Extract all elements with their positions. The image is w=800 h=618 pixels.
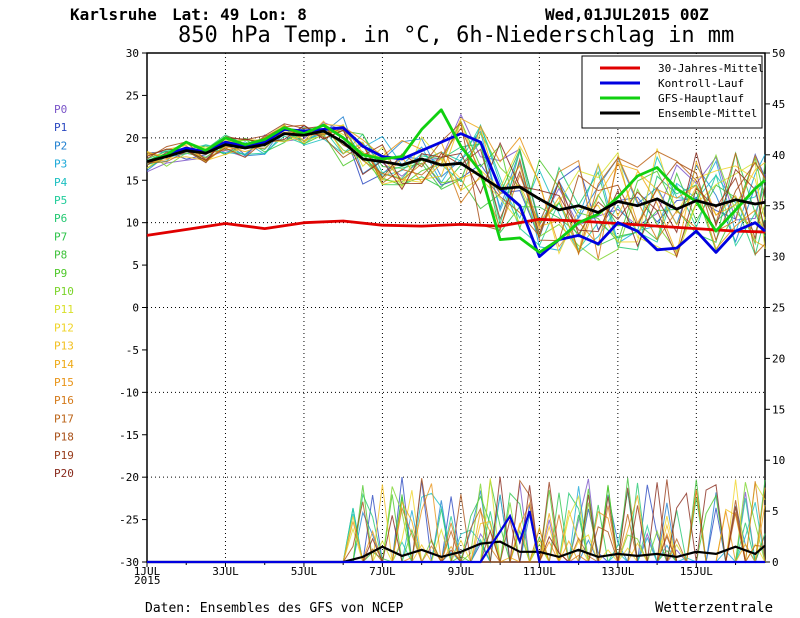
member-label: P3	[54, 158, 67, 171]
precip-lines	[147, 510, 766, 564]
member-label: P2	[54, 139, 67, 152]
left-axis: 30 25 20 15 10 5 0 -5 -10 -15 -20 -25 -30	[119, 47, 147, 569]
legend-label: 30-Jahres-Mittel	[658, 62, 764, 75]
x-year-label: 2015	[134, 574, 161, 587]
member-label: P7	[54, 230, 67, 243]
footer-brand: Wetterzentrale	[655, 600, 773, 616]
left-tick-label: 5	[132, 259, 139, 272]
right-tick-label: 10	[772, 454, 785, 467]
member-label: P0	[54, 103, 67, 116]
member-label: P18	[54, 431, 74, 444]
chart-title: 850 hPa Temp. in °C, 6h-Niederschlag in …	[178, 23, 734, 48]
series-line	[146, 217, 766, 237]
member-temp-line	[146, 117, 766, 256]
right-tick-label: 45	[772, 98, 785, 111]
main-series-lines	[146, 108, 766, 259]
right-tick-label: 40	[772, 149, 785, 162]
x-tick-label: 5JUL	[291, 565, 318, 578]
right-tick-label: 35	[772, 200, 785, 213]
member-label: P13	[54, 340, 74, 353]
series-line	[146, 108, 766, 254]
right-tick-label: 25	[772, 302, 785, 315]
header-run: Wed,01JUL2015 00Z	[545, 5, 709, 24]
member-label: P4	[54, 176, 68, 189]
left-tick-label: -5	[126, 344, 139, 357]
member-label: P9	[54, 267, 67, 280]
member-labels: P0 P1 P2 P3 P4 P5 P6 P7 P8 P9 P10 P11 P12 P13 P14 P15 P1…	[54, 103, 74, 480]
x-tick-label: 3JUL	[212, 565, 239, 578]
member-label: P15	[54, 376, 74, 389]
left-tick-label: 15	[126, 174, 139, 187]
member-label: P5	[54, 194, 67, 207]
member-label: P11	[54, 303, 74, 316]
member-temp-line	[146, 123, 766, 254]
series-line	[146, 126, 766, 259]
member-temp-line	[146, 123, 766, 255]
right-tick-label: 30	[772, 251, 785, 264]
member-label: P12	[54, 321, 74, 334]
member-label: P16	[54, 394, 74, 407]
left-tick-label: 0	[132, 302, 139, 315]
right-tick-label: 5	[772, 505, 779, 518]
member-temp-line	[146, 121, 766, 242]
x-tick-label: 15JUL	[680, 565, 713, 578]
right-tick-label: 0	[772, 556, 779, 569]
right-tick-label: 50	[772, 47, 785, 60]
member-label: P8	[54, 249, 67, 262]
member-label: P17	[54, 412, 74, 425]
left-tick-label: -30	[119, 556, 139, 569]
legend-items: 30-Jahres-Mittel Kontroll-Lauf GFS-Hauptla…	[600, 62, 764, 120]
left-tick-label: 25	[126, 89, 139, 102]
x-axis: 1JUL 3JUL 5JUL 7JUL 9JUL 11JUL 13JUL 15JUL	[134, 562, 737, 578]
legend-label: Ensemble-Mittel	[658, 107, 757, 120]
legend-label: GFS-Hauptlauf	[658, 92, 744, 105]
member-label: P14	[54, 358, 74, 371]
right-tick-label: 15	[772, 403, 785, 416]
header-latlon: Lat: 49 Lon: 8	[172, 5, 307, 24]
precip-series-line	[147, 510, 765, 564]
series-line	[146, 129, 766, 214]
left-tick-label: -25	[119, 514, 139, 527]
left-tick-label: -20	[119, 471, 139, 484]
legend: 30-Jahres-Mittel Kontroll-Lauf GFS-Hauptla…	[581, 55, 764, 129]
precip-series-line	[147, 540, 766, 564]
left-tick-label: 20	[126, 132, 139, 145]
member-label: P20	[54, 467, 74, 480]
member-label: P6	[54, 212, 67, 225]
member-label: P1	[54, 121, 67, 134]
x-tick-label: 9JUL	[448, 565, 475, 578]
member-label: P19	[54, 449, 74, 462]
legend-label: Kontroll-Lauf	[658, 77, 744, 90]
x-tick-label: 13JUL	[601, 565, 634, 578]
right-tick-label: 20	[772, 352, 785, 365]
left-tick-label: 10	[126, 217, 139, 230]
header-location: Karlsruhe	[70, 5, 157, 24]
left-tick-label: -15	[119, 429, 139, 442]
footer-source: Daten: Ensembles des GFS von NCEP	[145, 601, 403, 616]
x-tick-label: 7JUL	[369, 565, 396, 578]
left-tick-label: -10	[119, 386, 139, 399]
x-tick-label: 1JUL	[134, 565, 161, 578]
x-tick-label: 11JUL	[523, 565, 556, 578]
member-label: P10	[54, 285, 74, 298]
member-temp-line	[146, 124, 766, 248]
left-tick-label: 30	[126, 47, 139, 60]
